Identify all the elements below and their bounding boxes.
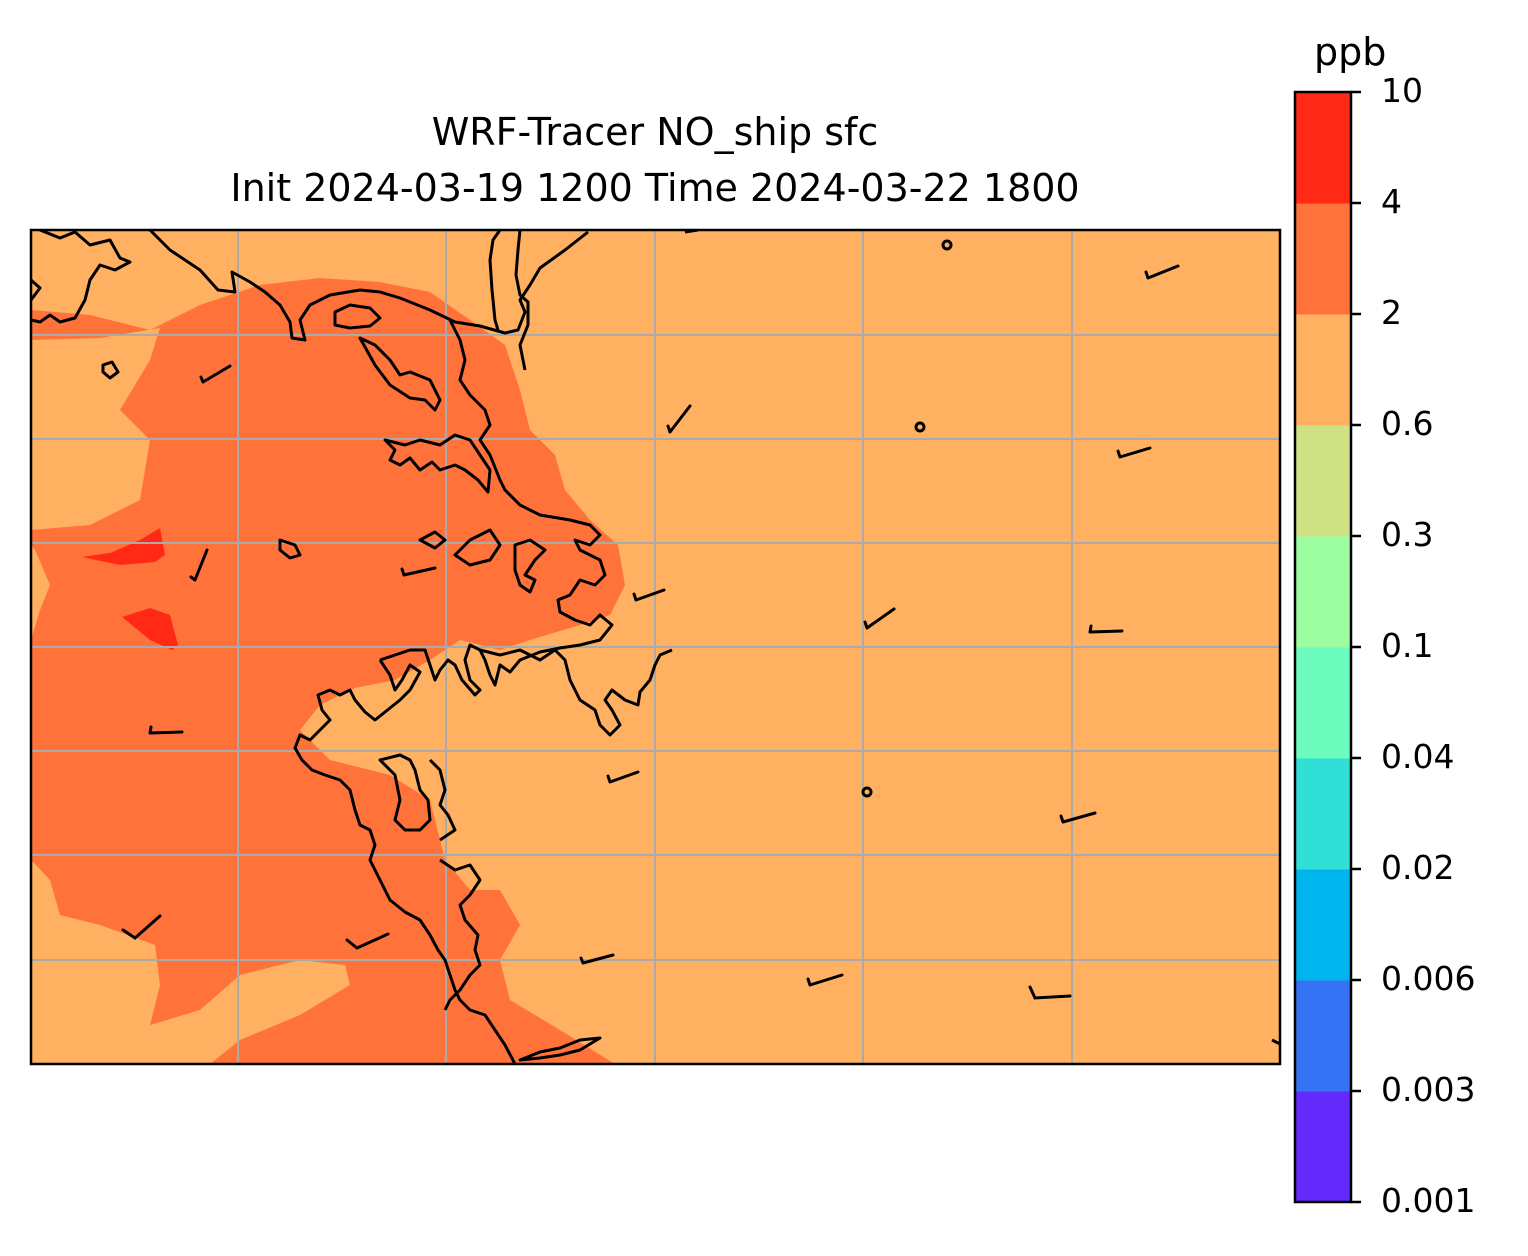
colorbar-tick-label: 0.02 xyxy=(1381,848,1455,887)
coastline xyxy=(148,230,589,342)
colorbar-tick-label: 0.001 xyxy=(1381,1181,1476,1220)
coastline xyxy=(293,659,517,1064)
coastline xyxy=(439,858,482,1011)
coastline xyxy=(31,278,42,301)
coastline xyxy=(428,758,457,842)
wind-barb xyxy=(1144,264,1180,280)
field-high-patch xyxy=(82,528,165,565)
coastline xyxy=(513,538,547,594)
wind-barbs xyxy=(121,264,1180,1000)
coastline xyxy=(479,648,673,737)
colorbar-segment xyxy=(1295,1091,1351,1203)
colorbar-segment xyxy=(1295,92,1351,204)
colorbar-segment xyxy=(1295,314,1351,426)
island xyxy=(941,239,953,251)
islands xyxy=(861,239,953,798)
map-gridlines xyxy=(31,230,1280,1064)
coastline xyxy=(101,360,120,380)
colorbar-segment xyxy=(1295,647,1351,759)
coastline xyxy=(378,753,432,832)
wind-barb xyxy=(121,914,162,940)
coastline xyxy=(488,230,502,331)
wind-barb xyxy=(632,588,666,602)
coastline xyxy=(31,230,132,324)
coastlines xyxy=(31,230,1280,1064)
map-frame xyxy=(29,228,1282,1066)
island xyxy=(914,421,926,433)
colorbar-segment xyxy=(1295,980,1351,1092)
coastline xyxy=(383,433,492,494)
wind-barb xyxy=(1059,811,1097,824)
wind-barb xyxy=(400,566,437,577)
map-subtitle: Init 2024-03-19 1200 Time 2024-03-22 180… xyxy=(230,166,1080,210)
wind-barb xyxy=(345,932,390,950)
colorbar-tick-label: 0.006 xyxy=(1381,959,1476,998)
coastline xyxy=(518,1036,602,1062)
colorbar-tick-label: 0.003 xyxy=(1381,1070,1476,1109)
wind-barb xyxy=(1028,985,1072,1000)
island xyxy=(861,786,873,798)
wind-barb xyxy=(199,364,232,384)
colorbar-segment xyxy=(1295,536,1351,648)
wind-barb xyxy=(666,404,692,434)
coastline xyxy=(514,230,530,371)
colorbar-unit-label: ppb xyxy=(1314,30,1387,74)
wind-barb xyxy=(606,770,640,784)
colorbar-tick-label: 2 xyxy=(1381,293,1402,332)
map-title: WRF-Tracer NO_ship sfc xyxy=(431,110,879,154)
wind-barb xyxy=(1088,624,1124,634)
colorbar-segment xyxy=(1295,869,1351,981)
colorbar-tick-label: 0.1 xyxy=(1381,626,1434,665)
colorbar-segment xyxy=(1295,203,1351,315)
colorbar-tick-label: 10 xyxy=(1381,71,1423,110)
colorbar-ticks xyxy=(1351,90,1361,1204)
colorbar xyxy=(1295,92,1351,1203)
coastline xyxy=(358,336,442,412)
colorbar-tick-label: 0.6 xyxy=(1381,404,1434,443)
coastline xyxy=(1271,1038,1280,1046)
coastline xyxy=(418,530,447,550)
field-low-pocket xyxy=(31,328,160,530)
colorbar-segment xyxy=(1295,425,1351,537)
wind-barb xyxy=(189,548,209,582)
field-high-patch xyxy=(122,608,178,650)
coastline xyxy=(453,528,502,567)
wind-barb xyxy=(1116,446,1152,459)
wind-barb xyxy=(806,973,844,987)
wind-barb xyxy=(863,607,896,630)
coastline xyxy=(379,319,614,697)
colorbar-tick-label: 0.04 xyxy=(1381,737,1455,776)
coastline xyxy=(278,538,302,560)
colorbar-tick-label: 0.3 xyxy=(1381,515,1434,554)
colorbar-segment xyxy=(1295,758,1351,870)
coastline xyxy=(333,303,382,330)
colorbar-tick-label: 4 xyxy=(1381,182,1402,221)
wind-barb xyxy=(579,953,615,965)
wind-barb xyxy=(148,725,184,735)
map-plot-area xyxy=(31,230,1280,1064)
